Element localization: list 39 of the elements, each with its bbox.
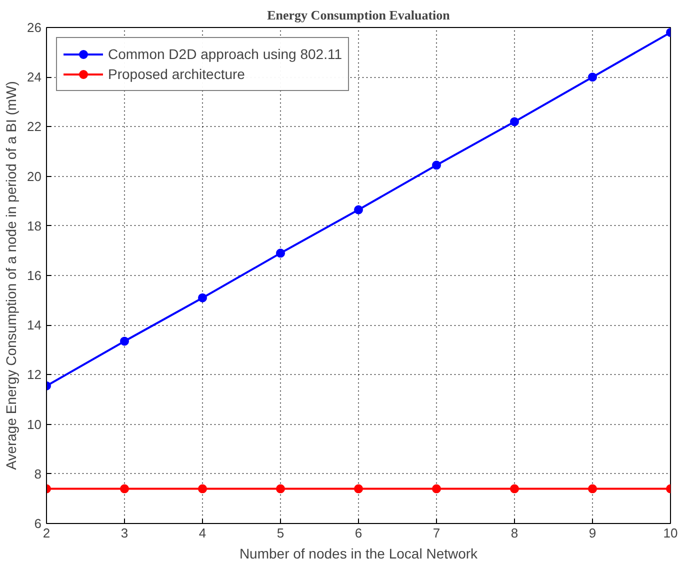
point xyxy=(510,484,519,494)
point xyxy=(198,293,207,302)
y-tick-label: 18 xyxy=(27,218,42,234)
point xyxy=(276,484,285,494)
y-tick-label: 20 xyxy=(27,168,42,184)
y-tick-label: 22 xyxy=(27,119,42,134)
point xyxy=(432,484,441,494)
y-tick-label: 8 xyxy=(34,466,42,482)
x-tick-label: 7 xyxy=(432,526,440,540)
point xyxy=(120,336,129,346)
point xyxy=(354,205,363,214)
point xyxy=(510,117,519,126)
legend-label: Proposed architecture xyxy=(108,66,245,82)
point xyxy=(354,484,363,494)
y-tick-label: 12 xyxy=(27,367,42,382)
y-tick-label: 26 xyxy=(27,20,42,35)
y-axis-title: Average Energy Consumption of a node in period of a BI (mW) xyxy=(3,81,20,470)
point xyxy=(588,72,597,82)
point xyxy=(120,484,129,494)
y-tick-label: 24 xyxy=(27,70,42,85)
x-tick-label: 2 xyxy=(42,526,50,540)
x-tick-label: 10 xyxy=(663,526,678,540)
point xyxy=(432,160,441,170)
x-tick-label: 3 xyxy=(120,526,128,540)
x-tick-label: 9 xyxy=(588,526,596,540)
x-tick-label: 8 xyxy=(510,526,518,540)
x-tick-label: 4 xyxy=(198,526,206,540)
chart-title: Energy Consumption Evaluation xyxy=(267,8,451,22)
legend-label: Common D2D approach using 802.11 xyxy=(108,46,342,62)
x-tick-label: 5 xyxy=(276,526,284,540)
x-tick-label: 6 xyxy=(354,526,362,540)
point xyxy=(276,248,285,258)
point xyxy=(198,484,207,494)
y-tick-label: 14 xyxy=(27,318,42,333)
y-tick-label: 10 xyxy=(27,416,42,432)
y-tick-label: 6 xyxy=(34,516,42,531)
x-axis-title: Number of nodes in the Local Network xyxy=(239,546,479,562)
point xyxy=(588,484,597,494)
y-tick-label: 16 xyxy=(27,268,42,283)
